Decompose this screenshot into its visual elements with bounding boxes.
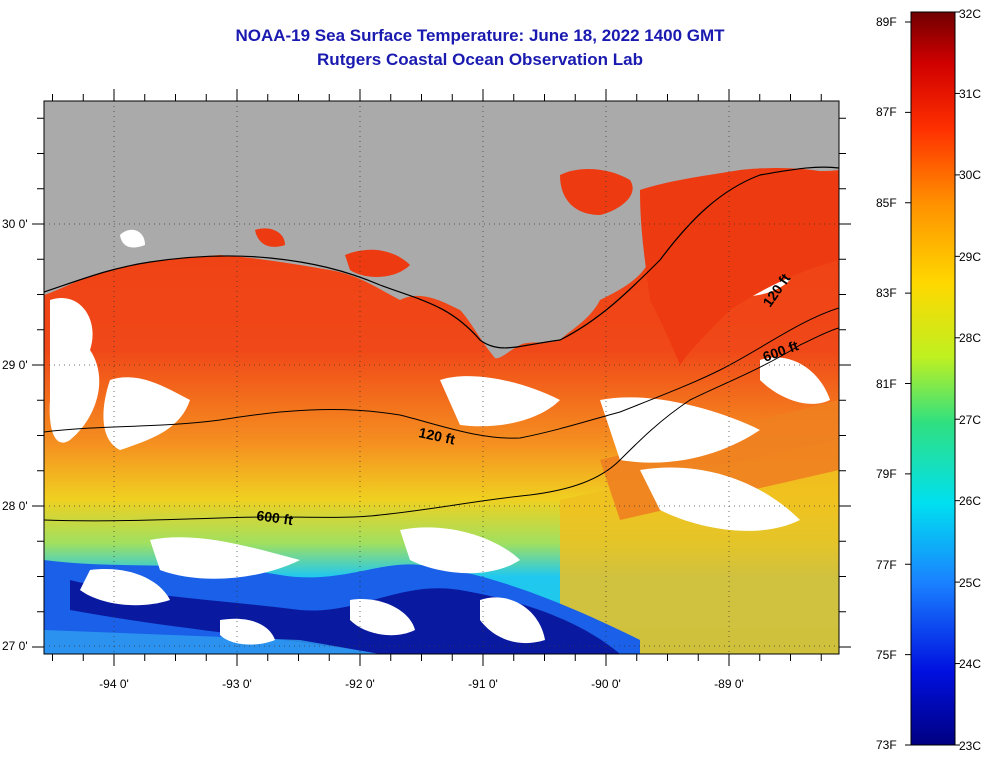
inland-cloud [120, 229, 145, 248]
bay-warm-water [560, 168, 633, 215]
map-canvas [44, 101, 839, 654]
cb-c-26: 26C [959, 494, 981, 508]
cb-c-27: 27C [959, 413, 981, 427]
cb-f-89: 89F [876, 15, 897, 29]
cb-f-73: 73F [876, 738, 897, 752]
colorbar [910, 11, 956, 746]
lat-label-27: 27 0' [2, 639, 28, 653]
contour-120ft [44, 307, 839, 439]
cb-f-85: 85F [876, 196, 897, 210]
lake-warm-water [345, 249, 410, 277]
cb-c-25: 25C [959, 576, 981, 590]
coastline [44, 166, 839, 349]
lat-label-29: 29 0' [2, 358, 28, 372]
cb-f-83: 83F [876, 286, 897, 300]
cb-f-77: 77F [876, 558, 897, 572]
lat-label-30: 30 0' [2, 217, 28, 231]
lon-label-89: -89 0' [714, 677, 744, 691]
cb-c-23: 23C [959, 739, 981, 753]
cb-c-32: 32C [959, 7, 981, 21]
contour-label-600ft-west: 600 ft [256, 507, 295, 528]
contour-600ft [44, 327, 839, 522]
lon-label-91: -91 0' [468, 677, 498, 691]
map-subtitle: Rutgers Coastal Ocean Observation Lab [317, 50, 643, 69]
cb-f-81: 81F [876, 377, 897, 391]
lat-label-28: 28 0' [2, 499, 28, 513]
map-title: NOAA-19 Sea Surface Temperature: June 18… [235, 26, 725, 45]
cb-c-31: 31C [959, 87, 981, 101]
cb-c-28: 28C [959, 331, 981, 345]
sst-coldest-region [70, 580, 620, 654]
cb-f-75: 75F [876, 648, 897, 662]
marsh-warm-water [255, 228, 285, 247]
colorbar-ticks [905, 11, 960, 746]
lon-label-92: -92 0' [345, 677, 375, 691]
cb-c-30: 30C [959, 168, 981, 182]
lon-label-94: -94 0' [99, 677, 129, 691]
map-frame [43, 100, 840, 655]
delta-warm-water [640, 167, 839, 365]
graticule [44, 101, 839, 654]
lon-label-93: -93 0' [222, 677, 252, 691]
cb-c-29: 29C [959, 250, 981, 264]
contour-label-120ft-west: 120 ft [417, 424, 456, 447]
cb-c-24: 24C [959, 657, 981, 671]
land-area [44, 101, 839, 359]
cb-f-87: 87F [876, 105, 897, 119]
sst-cold-fringe [44, 630, 380, 654]
lon-label-90: -90 0' [591, 677, 621, 691]
cb-f-79: 79F [876, 467, 897, 481]
axis-ticks [32, 89, 851, 666]
